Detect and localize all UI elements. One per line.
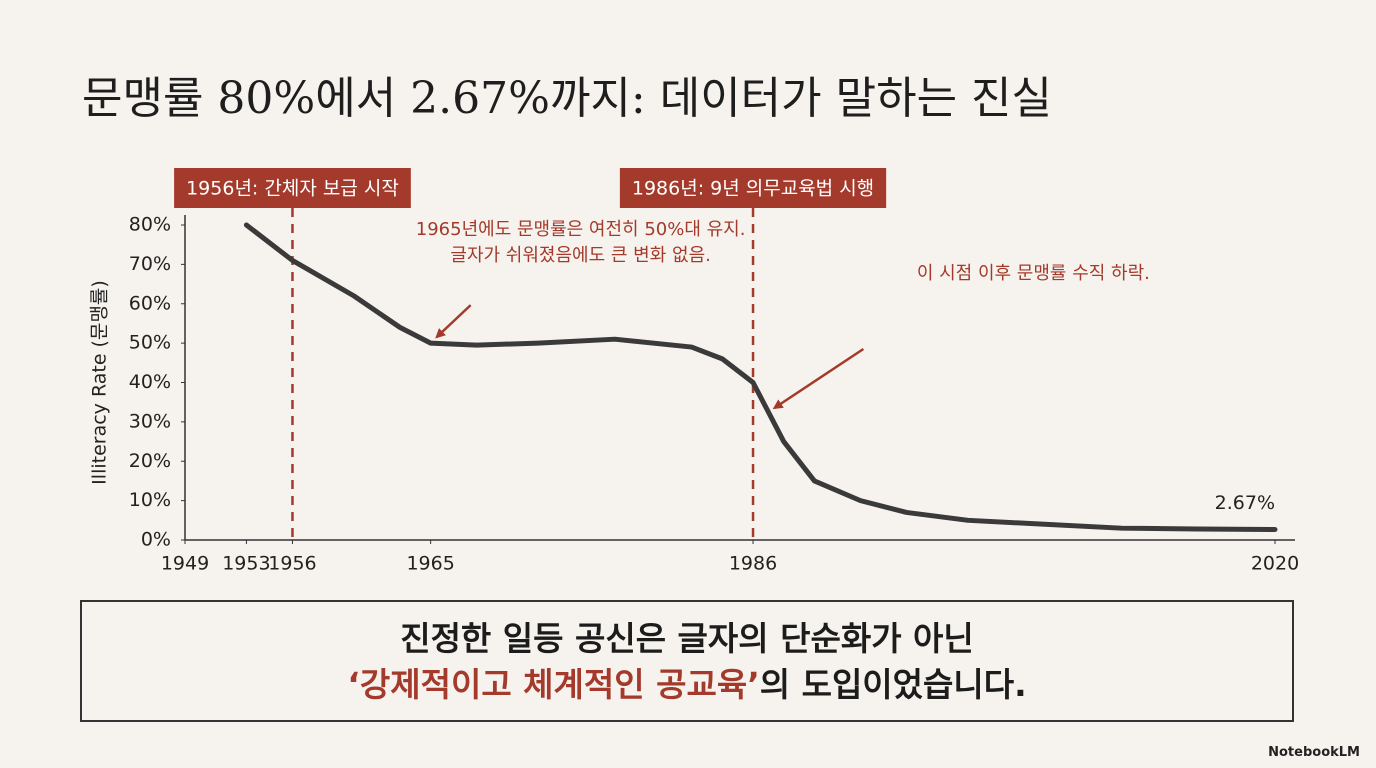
x-tick-label: 1953 — [222, 553, 270, 575]
event-tag: 1986년: 9년 의무교육법 시행 — [619, 168, 887, 208]
chart-title: 문맹률 80%에서 2.67%까지: 데이터가 말하는 진실 — [82, 73, 1053, 124]
x-tick-label: 1965 — [406, 553, 454, 575]
x-tick-label: 1986 — [729, 553, 777, 575]
event-label: 1986년: 9년 의무교육법 시행 — [632, 178, 874, 200]
footer-brand: NotebookLM — [1268, 745, 1360, 760]
annotation-arrow — [772, 347, 865, 410]
y-tick-label: 60% — [129, 292, 171, 314]
y-tick-label: 80% — [129, 214, 171, 236]
x-tick-label: 1956 — [268, 553, 316, 575]
annotation-text: 이 시점 이후 문맹률 수직 하락. — [917, 263, 1150, 284]
y-tick-label: 10% — [129, 489, 171, 511]
conclusion-box: 진정한 일등 공신은 글자의 단순화가 아닌 ‘강제적이고 체계적인 공교육’의… — [80, 600, 1294, 722]
highlight: ‘강제적이고 체계적인 공교육’ — [347, 665, 760, 704]
value-label: 2.67% — [1215, 492, 1275, 514]
y-axis-label: Illiteracy Rate (문맹률) — [89, 280, 111, 485]
chart: Illiteracy Rate (문맹률) 0% 10% 20% 30% 40% 50% 60… — [89, 168, 1299, 575]
y-tick-label: 50% — [129, 332, 171, 354]
y-tick-label: 20% — [129, 450, 171, 472]
data-line — [243, 222, 1278, 532]
x-tick-label: 2020 — [1251, 553, 1299, 575]
y-tick-label: 30% — [129, 410, 171, 432]
y-tick-label: 40% — [129, 371, 171, 393]
annotation-arrow — [435, 304, 472, 339]
conclusion-line: 진정한 일등 공신은 글자의 단순화가 아닌 — [400, 619, 974, 658]
y-tick-label: 70% — [129, 253, 171, 275]
conclusion-line: ‘강제적이고 체계적인 공교육’의 도입이었습니다. — [82, 662, 1292, 708]
event-label: 1956년: 간체자 보급 시작 — [186, 178, 399, 200]
x-tick-label: 1949 — [161, 553, 209, 575]
conclusion-text: 의 도입이었습니다. — [759, 665, 1027, 704]
y-tick-label: 0% — [141, 529, 171, 551]
event-tag-bg — [174, 168, 411, 208]
annotation-text: 글자가 쉬워졌음에도 큰 변화 없음. — [450, 245, 710, 266]
event-tag-bg — [619, 168, 887, 208]
annotation-text: 1965년에도 문맹률은 여전히 50%대 유지. — [416, 219, 746, 240]
event-tag: 1956년: 간체자 보급 시작 — [174, 168, 411, 208]
